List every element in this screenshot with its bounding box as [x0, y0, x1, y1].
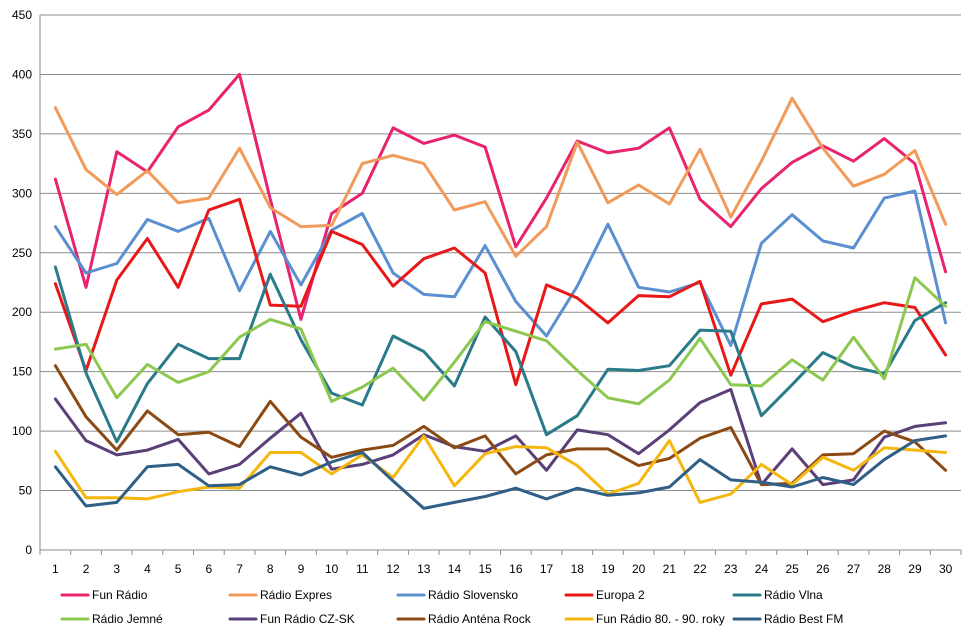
- x-tick-label: 2: [83, 562, 90, 576]
- series-line: [53, 434, 948, 510]
- x-tick-label: 14: [448, 562, 462, 576]
- legend-label: Fun Rádio 80. - 90. roky: [596, 612, 725, 626]
- legend-label: Fun Rádio: [92, 588, 148, 602]
- y-tick-label: 100: [12, 424, 32, 438]
- y-tick-label: 50: [19, 484, 33, 498]
- x-tick-label: 17: [540, 562, 554, 576]
- series-line: [53, 96, 948, 258]
- x-tick-label: 8: [267, 562, 274, 576]
- series-line: [53, 189, 948, 347]
- legend-label: Rádio Expres: [260, 588, 332, 602]
- x-tick-label: 4: [144, 562, 151, 576]
- x-tick-label: 26: [816, 562, 830, 576]
- series-line: [53, 72, 948, 321]
- y-tick-label: 200: [12, 305, 32, 319]
- series-line: [53, 197, 948, 387]
- x-tick-label: 7: [236, 562, 243, 576]
- x-tick-label: 19: [601, 562, 615, 576]
- x-tick-label: 5: [175, 562, 182, 576]
- series-line: [53, 276, 948, 406]
- x-tick-label: 21: [663, 562, 677, 576]
- x-tick-label: 3: [113, 562, 120, 576]
- legend-label: Rádio Jemné: [92, 612, 163, 626]
- x-tick-label: 9: [298, 562, 305, 576]
- x-tick-label: 12: [386, 562, 400, 576]
- legend: Fun Rádio Rádio Expres Rádio Slovensko Euro…: [60, 588, 843, 626]
- y-tick-label: 300: [12, 186, 32, 200]
- x-tick-label: 20: [632, 562, 646, 576]
- y-tick-label: 350: [12, 127, 32, 141]
- y-tick-label: 150: [12, 365, 32, 379]
- x-tick-label: 13: [417, 562, 431, 576]
- y-tick-label: 400: [12, 67, 32, 81]
- series-line: [53, 434, 948, 504]
- x-tick-label: 1: [52, 562, 59, 576]
- x-tick-label: 28: [878, 562, 892, 576]
- x-tick-label: 11: [356, 562, 369, 576]
- legend-label: Fun Rádio CZ-SK: [260, 612, 355, 626]
- x-tick-label: 22: [693, 562, 707, 576]
- legend-label: Europa 2: [596, 588, 645, 602]
- x-tick-label: 6: [206, 562, 213, 576]
- gridlines: [40, 14, 961, 492]
- legend-label: Rádio Anténa Rock: [428, 612, 532, 626]
- x-tick-label: 30: [939, 562, 953, 576]
- legend-label: Rádio Best FM: [764, 612, 843, 626]
- x-tick-label: 24: [755, 562, 769, 576]
- x-tick-label: 15: [478, 562, 492, 576]
- x-tick-label: 10: [325, 562, 339, 576]
- x-tick-label: 29: [908, 562, 922, 576]
- y-tick-label: 450: [12, 8, 32, 22]
- legend-label: Rádio Vlna: [764, 588, 823, 602]
- series-line: [53, 388, 948, 487]
- legend-label: Rádio Slovensko: [428, 588, 518, 602]
- x-tick-label: 18: [571, 562, 585, 576]
- x-tick-label: 25: [785, 562, 799, 576]
- series-lines: [53, 72, 948, 510]
- y-tick-label: 0: [25, 543, 32, 557]
- y-tick-label: 250: [12, 246, 32, 260]
- series-line: [53, 265, 948, 444]
- x-tick-label: 16: [509, 562, 523, 576]
- x-tick-label: 27: [847, 562, 861, 576]
- x-tick-label: 23: [724, 562, 738, 576]
